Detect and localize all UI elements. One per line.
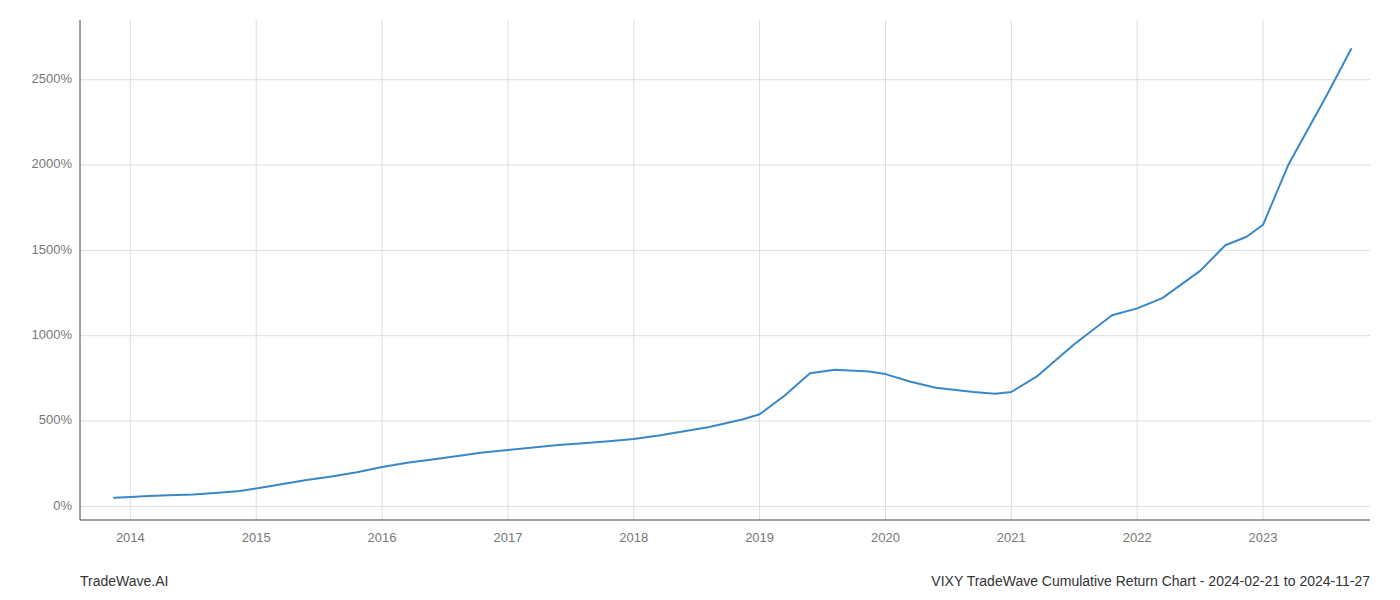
x-grid-line: [1263, 20, 1264, 520]
y-tick-label: 500%: [39, 412, 73, 427]
y-grid-line: [80, 421, 1370, 422]
y-axis-line: [80, 20, 81, 520]
texts: TradeWave.AI VIXY TradeWave Cumulative Re…: [80, 573, 1370, 589]
data-line: [114, 49, 1351, 498]
x-grid-line: [256, 20, 257, 520]
watermark: TradeWave.AI: [80, 573, 168, 589]
y-tick-label: 2500%: [32, 71, 73, 86]
x-grid-line: [1011, 20, 1012, 520]
x-tick-label: 2015: [242, 530, 271, 545]
x-tick-label: 2014: [116, 530, 145, 545]
y-grid-line: [80, 79, 1370, 80]
x-tick-label: 2016: [368, 530, 397, 545]
x-tick-label: 2017: [493, 530, 522, 545]
plot-area: [114, 49, 1351, 498]
y-grid-line: [80, 250, 1370, 251]
x-tick-label: 2022: [1123, 530, 1152, 545]
x-tick-label: 2019: [745, 530, 774, 545]
tick-labels: 0% 500% 1000% 1500% 2000% 2500% 2014 2015 2016 20…: [32, 71, 1278, 545]
y-tick-label: 1500%: [32, 242, 73, 257]
x-axis-line: [80, 520, 1370, 521]
x-grid-line: [130, 20, 131, 520]
x-tick-label: 2023: [1249, 530, 1278, 545]
title: VIXY TradeWave Cumulative Return Chart -…: [931, 573, 1370, 589]
x-tick-label: 2021: [997, 530, 1026, 545]
x-grid-line: [633, 20, 634, 520]
chart-svg: 0% 500% 1000% 1500% 2000% 2500% 2014 2015 2016 20…: [0, 0, 1400, 600]
y-grid-line: [80, 335, 1370, 336]
x-grid-line: [507, 20, 508, 520]
y-grid-line: [80, 506, 1370, 507]
x-grid-line: [382, 20, 383, 520]
chart-container: 0% 500% 1000% 1500% 2000% 2500% 2014 2015 2016 20…: [0, 0, 1400, 600]
y-grid-line: [80, 165, 1370, 166]
grid: [80, 20, 1370, 520]
x-grid-line: [885, 20, 886, 520]
x-grid-line: [1137, 20, 1138, 520]
x-tick-label: 2018: [619, 530, 648, 545]
y-tick-label: 2000%: [32, 156, 73, 171]
x-tick-label: 2020: [871, 530, 900, 545]
y-tick-label: 1000%: [32, 327, 73, 342]
x-grid-line: [759, 20, 760, 520]
y-tick-label: 0%: [53, 498, 72, 513]
